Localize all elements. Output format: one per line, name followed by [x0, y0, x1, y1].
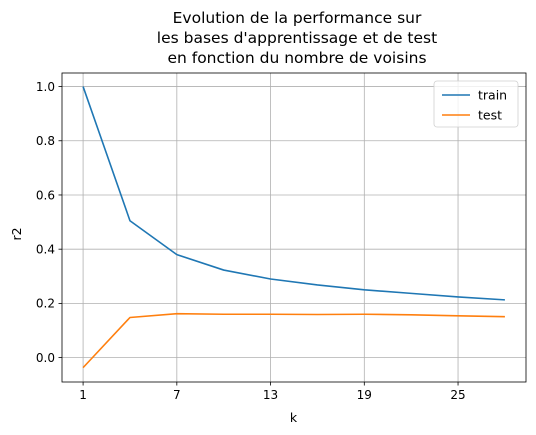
y-tick-label: 0.8: [36, 134, 55, 148]
chart-title-line-3: en fonction du nombre de voisins: [167, 49, 426, 67]
series-line-train: [82, 86, 505, 301]
series-line-test: [82, 312, 505, 369]
legend-label-test: test: [478, 107, 502, 122]
legend: train test: [433, 80, 519, 128]
y-tick-label: 0.2: [36, 297, 55, 311]
axis-ticks: 1 7 13 19 25 0.0 0.2 0.4 0.6 0.8 1.0: [36, 80, 466, 402]
chart-title: Evolution de la performance sur les base…: [157, 9, 437, 67]
x-tick-label: 25: [450, 388, 465, 402]
series-lines: [82, 86, 505, 369]
chart-title-line-2: les bases d'apprentissage et de test: [157, 29, 437, 47]
x-tick-label: 7: [173, 388, 181, 402]
legend-label-train: train: [478, 87, 507, 102]
plot-frame: [61, 72, 527, 383]
y-tick-label: 1.0: [36, 80, 55, 94]
y-tick-label: 0.6: [36, 188, 55, 202]
y-axis-label: r2: [9, 227, 24, 240]
grid-lines: [62, 73, 526, 382]
x-axis-label: k: [290, 410, 298, 425]
chart-title-line-1: Evolution de la performance sur: [173, 9, 422, 27]
x-tick-label: 13: [263, 388, 278, 402]
y-tick-label: 0.0: [36, 351, 55, 365]
y-tick-label: 0.4: [36, 242, 55, 256]
x-tick-label: 19: [357, 388, 372, 402]
x-tick-label: 1: [79, 388, 87, 402]
